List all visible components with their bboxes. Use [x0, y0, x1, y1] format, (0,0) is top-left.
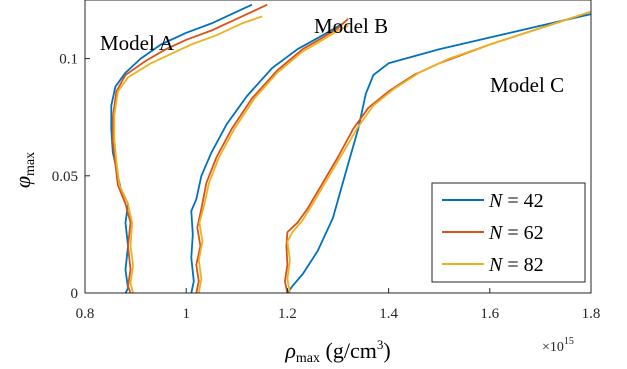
x-tick-label: 1.6: [480, 306, 499, 322]
annotation-model-b: Model B: [314, 14, 388, 38]
series-line-62-model-b: [195, 18, 349, 294]
x-tick-label: 1.2: [278, 306, 297, 322]
plot-marks: [110, 3, 592, 294]
annotation-model-a: Model A: [100, 31, 175, 55]
x-label-main: ρ: [284, 338, 296, 363]
x-multiplier-base: ×10: [542, 340, 564, 355]
x-multiplier-exp: 15: [564, 336, 574, 347]
legend-eq-n82: = 82: [502, 254, 543, 276]
y-label-main: φ: [10, 176, 35, 188]
x-axis-label: ρmax (g/cm3): [284, 337, 390, 366]
y-tick-label: 0: [71, 286, 79, 302]
x-tick-label: 1: [182, 306, 190, 322]
x-tick-label: 1.4: [379, 306, 398, 322]
y-label-sub: max: [23, 152, 38, 176]
x-label-sub: max: [296, 351, 320, 366]
legend-var-n42: N: [488, 190, 504, 212]
x-label-units: (g/cm: [320, 338, 377, 363]
legend-label-n62: N = 62: [488, 222, 544, 244]
series-line-42-model-c: [286, 13, 592, 294]
legend-var-n82: N: [488, 254, 504, 276]
series-line-82-model-a: [113, 15, 263, 294]
legend: N = 42 N = 62 N = 82: [431, 182, 586, 283]
legend-label-n82: N = 82: [488, 254, 544, 276]
legend-label-n42: N = 42: [488, 190, 544, 212]
series-line-82-model-c: [286, 10, 592, 294]
y-tick-label: 0.1: [59, 52, 78, 68]
series-line-42-model-b: [190, 22, 344, 294]
series-line-82-model-b: [197, 24, 349, 294]
x-label-close: ): [383, 338, 390, 363]
x-tick-label: 1.8: [582, 306, 601, 322]
axis-ticks: 0.8 1 1.2 1.4 1.6 1.8 0 0.05 0.1: [52, 52, 601, 322]
legend-eq-n62: = 62: [502, 222, 543, 244]
series-line-62-model-a: [111, 3, 268, 294]
x-label-sup: 3: [377, 337, 384, 352]
x-tick-label: 0.8: [76, 306, 95, 322]
x-multiplier: ×1015: [542, 336, 574, 355]
legend-eq-n42: = 42: [502, 190, 543, 212]
y-tick-label: 0.05: [52, 169, 78, 185]
y-axis-label: φmax: [10, 152, 38, 188]
legend-var-n62: N: [488, 222, 504, 244]
plot-frame: [84, 0, 592, 294]
annotation-model-c: Model C: [490, 73, 564, 97]
